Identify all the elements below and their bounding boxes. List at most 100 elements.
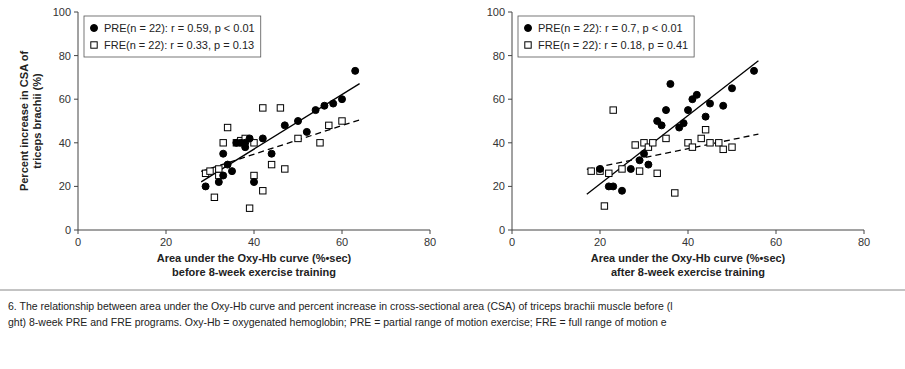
y-tick-label: 0 [65,224,71,236]
fit-line [587,134,759,169]
x-tick [512,230,513,234]
y-tick-label: 60 [59,93,71,105]
point [303,128,310,135]
point [281,122,288,129]
caption: 6. The relationship between area under t… [8,300,673,328]
point [619,166,625,172]
x-axis-label-line: after 8-week exercise training [611,266,765,278]
panel: 020406080020406080100Area under the Oxy-… [18,6,436,278]
point [707,140,713,146]
point [339,118,345,124]
x-tick-label: 40 [682,236,694,248]
point [698,135,704,141]
point [650,140,656,146]
x-tick [864,230,865,234]
x-tick [254,230,255,234]
point [641,150,648,157]
y-tick-label: 60 [493,93,505,105]
y-tick [508,99,512,100]
point [663,107,670,114]
point [295,118,302,125]
x-tick [600,230,601,234]
legend-marker [91,42,97,48]
point [636,157,643,164]
point [268,161,274,167]
legend: PRE(n = 22): r = 0.7, p < 0.01FRE(n = 22… [518,16,694,57]
point [707,100,714,107]
point [636,168,642,174]
point [326,122,332,128]
y-tick [508,55,512,56]
point [720,146,726,152]
point [312,107,319,114]
point [658,122,665,129]
point [224,124,230,130]
point [729,85,736,92]
point [606,170,612,176]
y-tick [74,99,78,100]
x-axis-label: Area under the Oxy-Hb curve (%•sec)befor… [157,252,352,278]
y-tick [508,230,512,231]
point [720,102,727,109]
legend-frame [518,16,694,57]
x-axis-label-line: Area under the Oxy-Hb curve (%•sec) [157,252,352,264]
point [229,168,236,175]
x-tick [342,230,343,234]
y-axis-label: Percent increase in CSA oftriceps brachi… [18,51,43,192]
point [268,150,275,157]
y-axis-label-line: triceps brachii (%) [31,73,43,169]
x-tick [166,230,167,234]
x-axis-label: Area under the Oxy-Hb curve (%•sec) after… [591,252,786,278]
point [663,135,669,141]
point [597,165,604,172]
y-tick-label: 80 [493,50,505,62]
plot-area [587,61,759,210]
point [702,127,708,133]
x-tick-label: 60 [336,236,348,248]
point [339,96,346,103]
y-tick-label: 40 [59,137,71,149]
point [321,102,328,109]
y-axis-label-group: Percent increase in CSA oftriceps brachi… [18,51,43,192]
x-tick [776,230,777,234]
y-tick-label: 100 [53,6,71,18]
point [729,144,735,150]
point [282,166,288,172]
point [260,105,266,111]
x-axis-label-line: Area under the Oxy-Hb curve (%•sec) [591,252,786,264]
legend-frame [84,16,261,57]
x-tick-label: 20 [594,236,606,248]
point [654,170,660,176]
legend: PRE(n = 22): r = 0.59, p < 0.01FRE(n = 2… [84,16,261,57]
y-tick-label: 100 [487,6,505,18]
point [260,188,266,194]
y-tick [74,12,78,13]
point [215,179,222,186]
x-tick [688,230,689,234]
point [211,194,217,200]
fit-line [201,120,359,172]
legend-label: PRE(n = 22): r = 0.59, p < 0.01 [104,22,255,34]
x-tick [430,230,431,234]
point [242,144,249,151]
point [277,105,283,111]
point [259,135,266,142]
point [685,107,692,114]
point [716,140,722,146]
y-tick [508,12,512,13]
point [689,144,695,150]
point [220,150,227,157]
y-axis-label-line: Percent increase in CSA of [18,51,30,192]
y-axis [78,12,79,230]
y-tick [508,142,512,143]
point [588,168,594,174]
point [627,165,634,172]
y-axis [512,12,513,230]
point [610,107,616,113]
point [601,203,607,209]
point [295,135,301,141]
point [702,113,709,120]
point [352,67,359,74]
x-tick-label: 60 [770,236,782,248]
legend-marker [525,42,531,48]
